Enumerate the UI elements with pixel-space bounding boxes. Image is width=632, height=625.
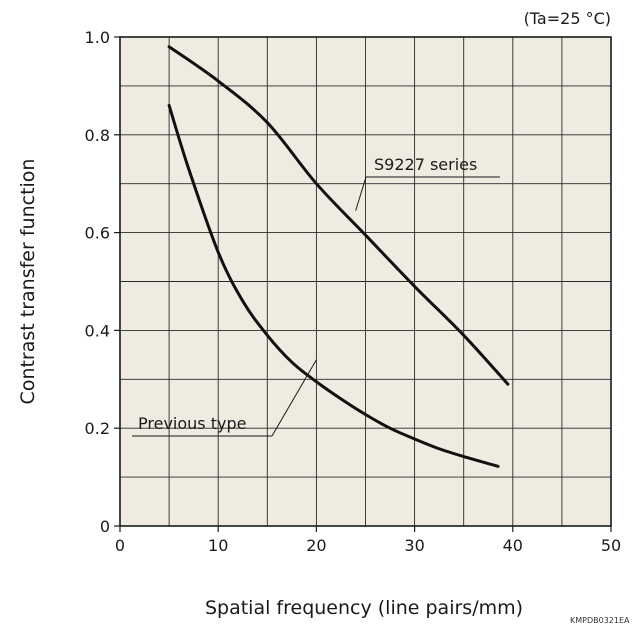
x-tick-label: 10: [208, 536, 228, 555]
x-tick-label: 30: [404, 536, 424, 555]
x-tick-label: 40: [503, 536, 523, 555]
s9227-series-line: [167, 45, 510, 386]
y-tick-label: 0.6: [85, 224, 110, 243]
series-group: [167, 45, 510, 468]
x-tick-label: 20: [306, 536, 326, 555]
annotation-leader-line: [271, 359, 317, 437]
x-tick-label: 50: [601, 536, 621, 555]
y-tick-label: 0.4: [85, 321, 110, 340]
y-axis-title: Contrast transfer function: [17, 159, 39, 405]
y-tick-label: 0.8: [85, 126, 110, 145]
previous-type-line: [167, 103, 500, 468]
s9227-series-label: S9227 series: [374, 155, 477, 174]
grid: [120, 37, 611, 526]
previous-type-label: Previous type: [138, 414, 246, 433]
condition-label: (Ta=25 °C): [524, 9, 611, 28]
x-tick-label: 0: [115, 536, 125, 555]
x-axis-title: Spatial frequency (line pairs/mm): [205, 597, 523, 619]
y-tick-label: 0: [100, 517, 110, 536]
annotation-leader-line: [355, 176, 367, 211]
document-code: KMPDB0321EA: [570, 616, 630, 625]
annotations: S9227 series Previous type: [132, 155, 500, 437]
y-tick-label: 1.0: [85, 28, 110, 47]
y-tick-label: 0.2: [85, 419, 110, 438]
plot-frame: [119, 36, 612, 527]
x-axis-ticks: 0 10 20 30 40 50: [115, 526, 621, 555]
y-axis-ticks: 0 0.2 0.4 0.6 0.8 1.0: [85, 28, 120, 536]
